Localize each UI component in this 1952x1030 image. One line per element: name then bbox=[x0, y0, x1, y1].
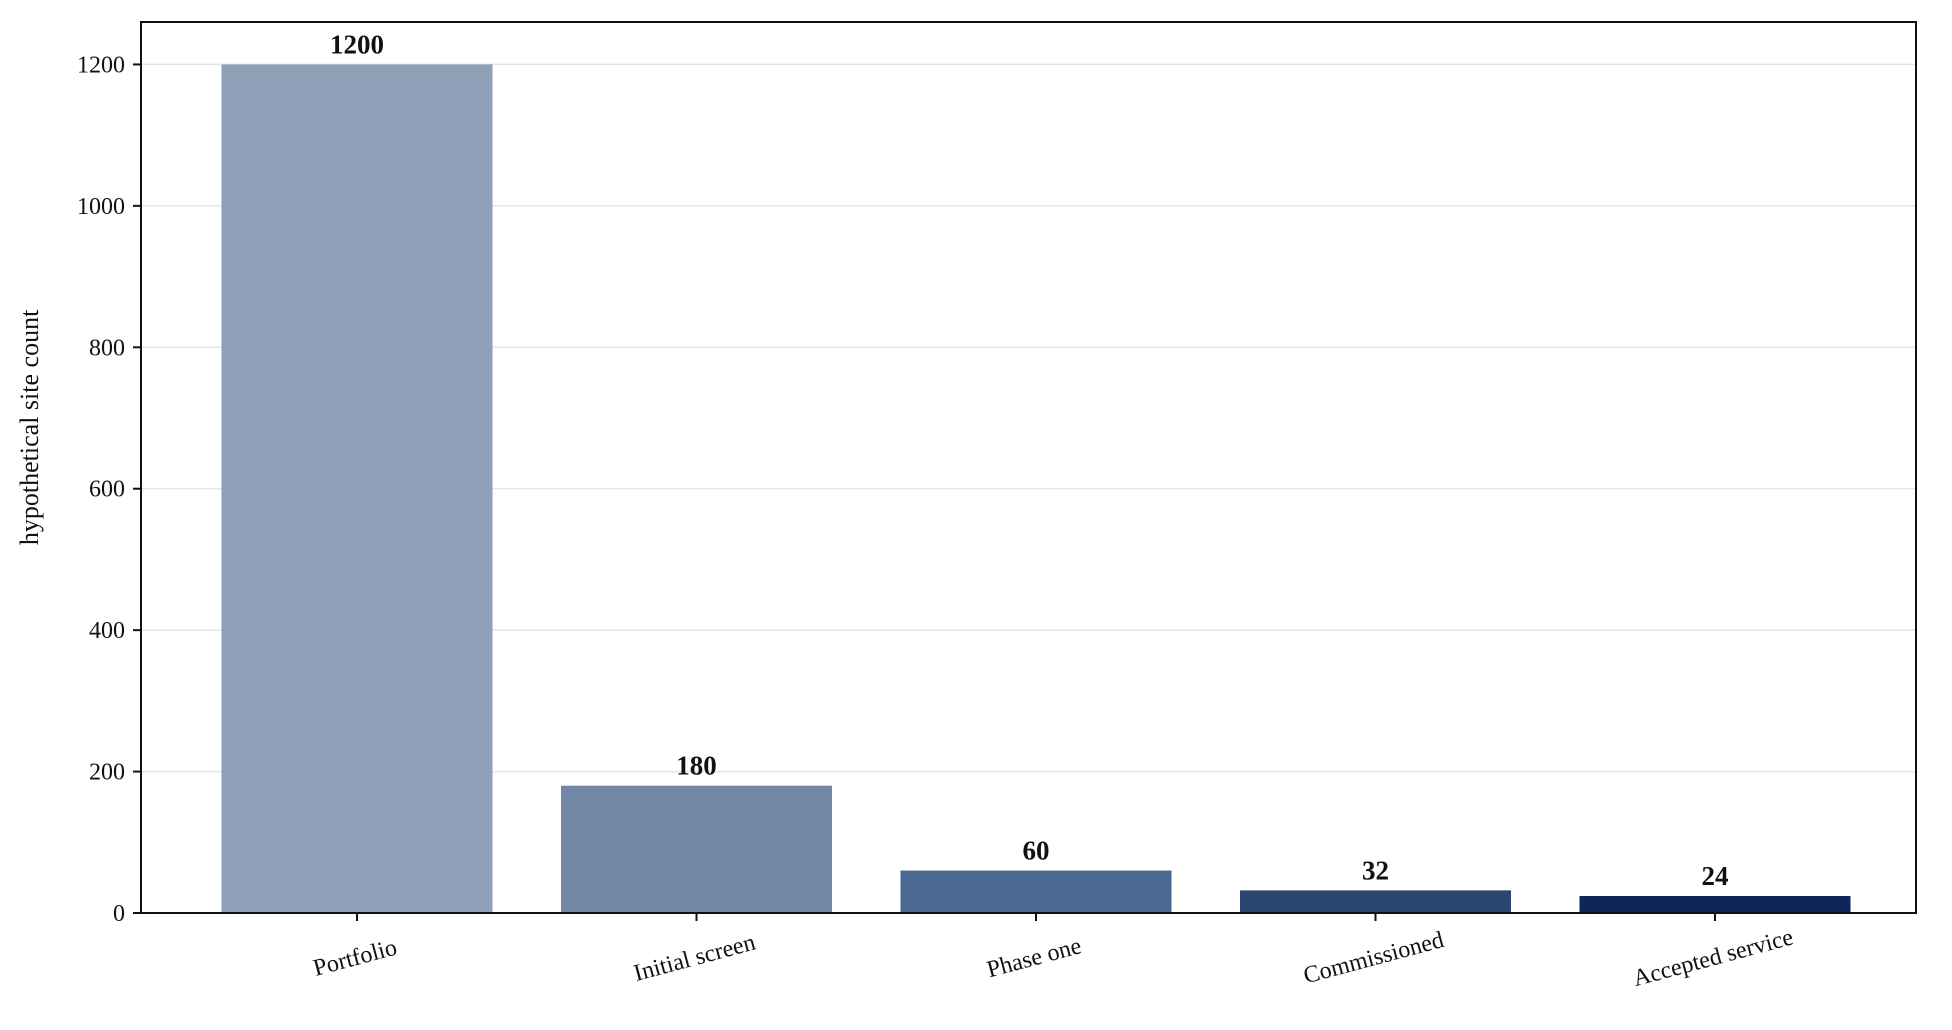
x-tick-label: Commissioned bbox=[1301, 927, 1447, 989]
y-axis: 0 200 400 600 800 1000 1200 bbox=[77, 52, 141, 927]
bar-value-label: 60 bbox=[1023, 836, 1050, 866]
x-tick-label: Phase one bbox=[984, 933, 1084, 983]
y-tick-label: 400 bbox=[89, 618, 125, 644]
bar bbox=[1240, 890, 1511, 913]
y-tick-label: 1000 bbox=[77, 194, 125, 220]
bar-value-label: 180 bbox=[676, 751, 717, 781]
x-tick-label: Portfolio bbox=[311, 935, 400, 982]
y-tick-label: 0 bbox=[113, 901, 125, 927]
plot-frame bbox=[140, 21, 1917, 914]
x-axis: Portfolio Initial screen Phase one Commissi… bbox=[311, 913, 1796, 992]
x-tick-label: Accepted service bbox=[1630, 924, 1796, 992]
y-axis-title: hypothetical site count bbox=[15, 309, 44, 545]
bar-value-label: 1200 bbox=[330, 29, 384, 59]
bar-value-label: 24 bbox=[1702, 861, 1729, 891]
x-tick-label: Initial screen bbox=[631, 930, 758, 987]
y-tick-label: 800 bbox=[89, 335, 125, 361]
y-tick-label: 600 bbox=[89, 477, 125, 503]
y-tick-label: 1200 bbox=[77, 52, 125, 78]
bar bbox=[221, 64, 493, 913]
bar bbox=[561, 785, 832, 913]
bar bbox=[900, 870, 1172, 913]
bar-value-labels: 1200 180 60 32 24 bbox=[330, 29, 1729, 891]
bars bbox=[221, 64, 1851, 913]
bar bbox=[1579, 896, 1851, 913]
y-tick-label: 200 bbox=[89, 760, 125, 786]
bar-value-label: 32 bbox=[1362, 855, 1389, 885]
